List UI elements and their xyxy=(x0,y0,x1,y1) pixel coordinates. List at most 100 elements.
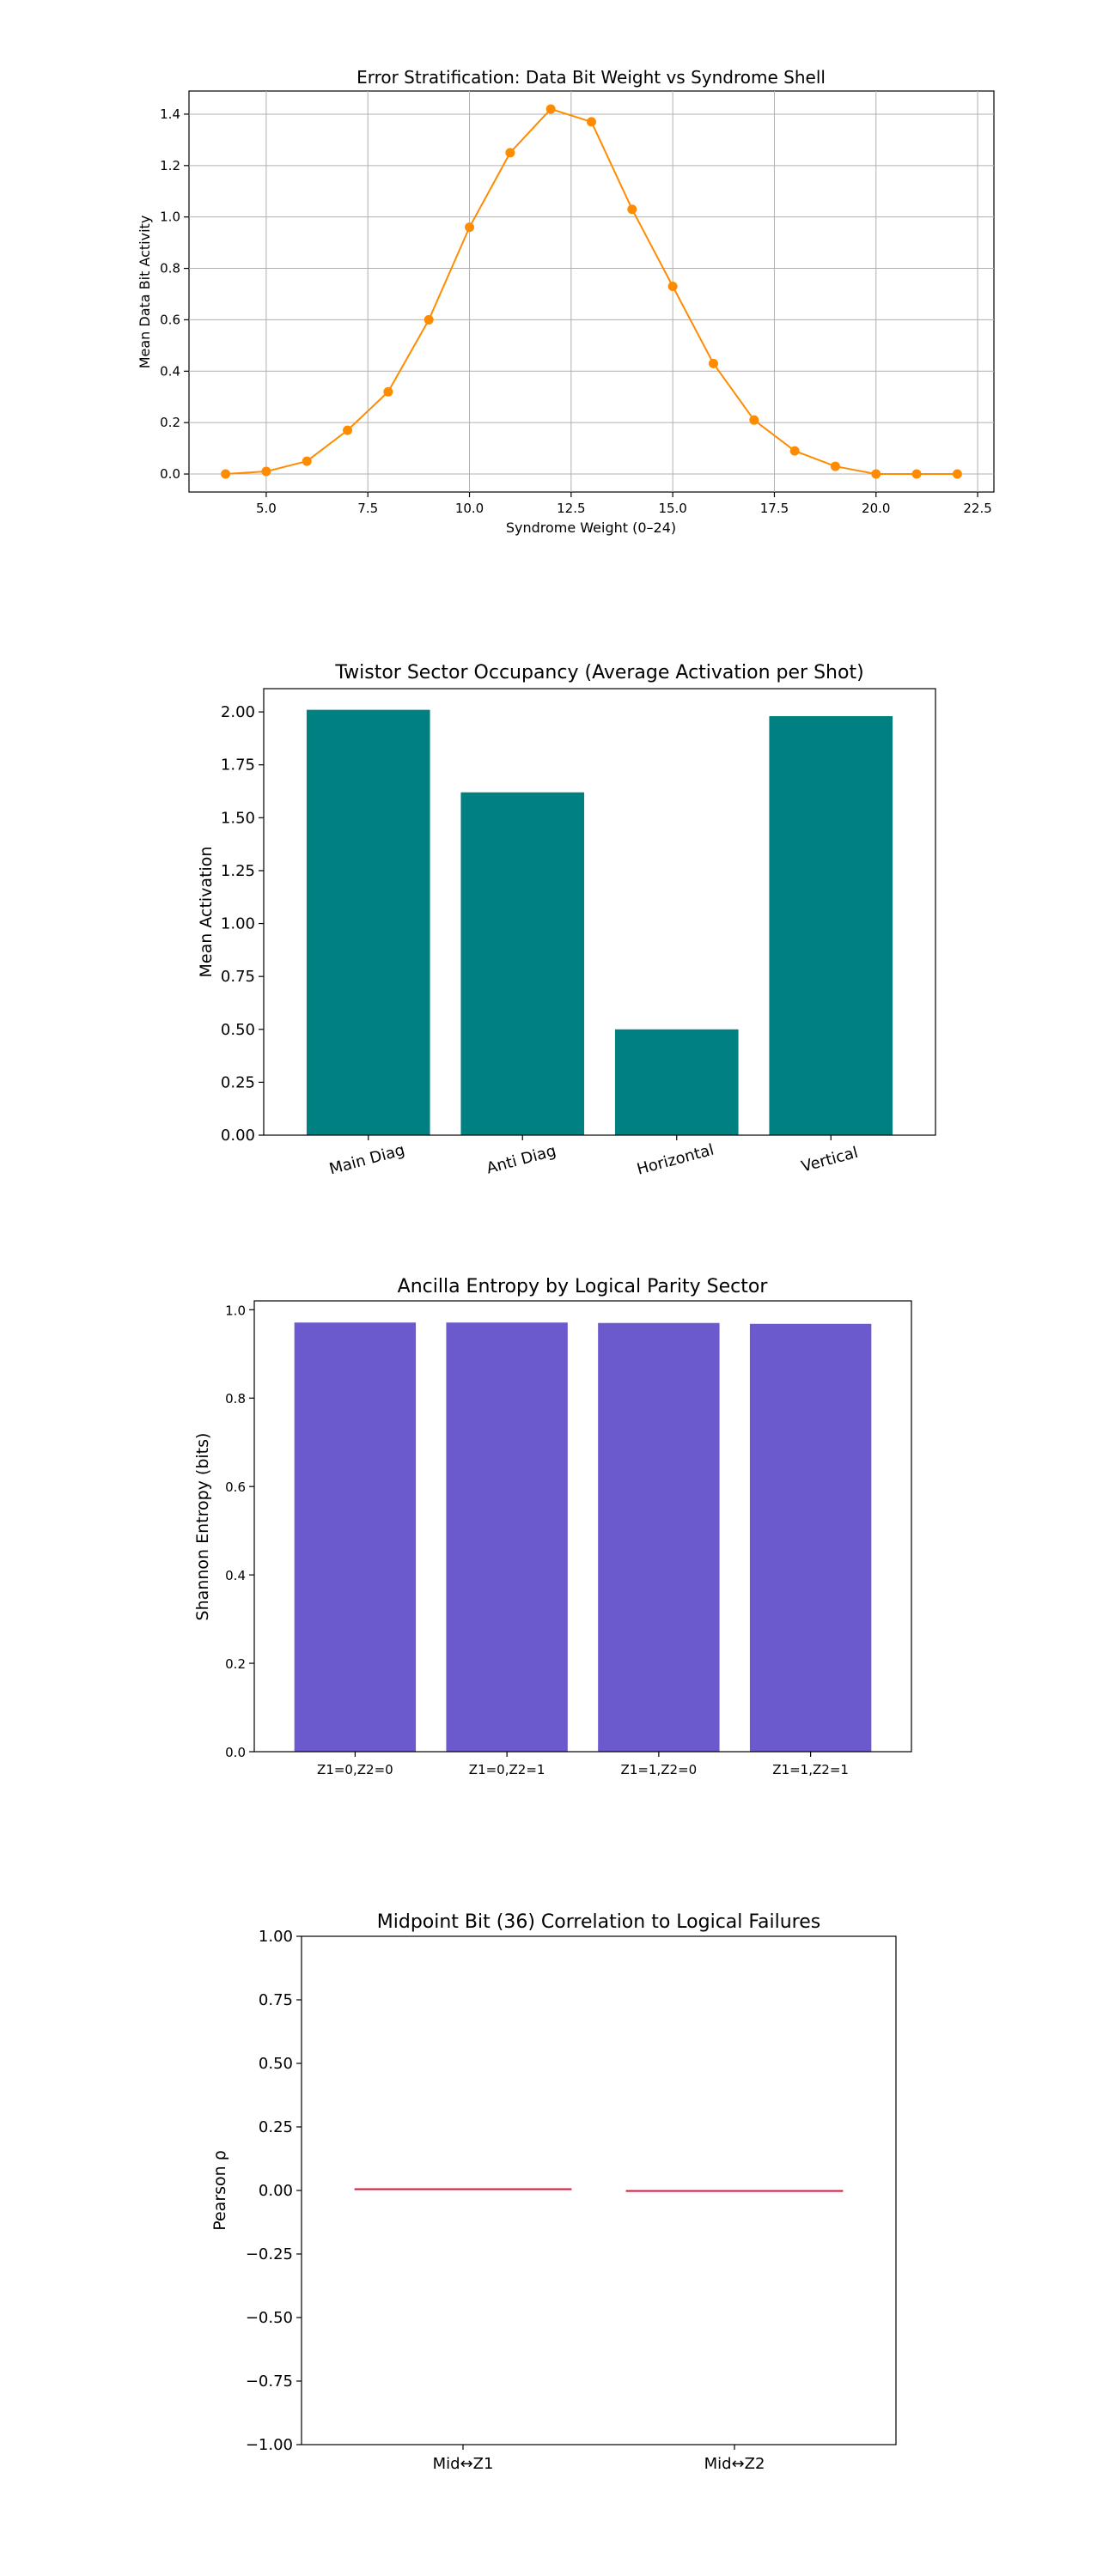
chart-4-y-ticks: −1.00 −0.75 −0.50 −0.25 0.00 0.25 0.50 0.75 1.00 xyxy=(246,1928,302,2454)
chart-1-data-point xyxy=(261,466,271,477)
chart-1-data-point xyxy=(830,461,840,471)
chart-2-y-tick-label: 1.25 xyxy=(221,862,255,880)
chart-1-x-label: Syndrome Weight (0–24) xyxy=(506,519,676,536)
chart-2-x-ticks: Main Diag Anti Diag Horizontal Vertical xyxy=(327,1135,860,1179)
chart-2-bar-4 xyxy=(769,716,893,1135)
chart-3-y-tick-label: 0.2 xyxy=(225,1656,246,1672)
chart-1-x-tick-label: 20.0 xyxy=(862,501,890,516)
chart-1-data-point xyxy=(587,117,596,127)
chart-2-y-ticks: 0.00 0.25 0.50 0.75 1.00 1.25 1.50 1.75 2.00 xyxy=(221,703,264,1145)
chart-1-data-point xyxy=(505,148,515,158)
chart-1-y-tick-label: 0.2 xyxy=(160,415,180,430)
chart-3-y-tick-label: 0.8 xyxy=(225,1391,246,1406)
chart-2-y-tick-label: 0.25 xyxy=(221,1073,255,1091)
chart-2-x-tick-label: Main Diag xyxy=(327,1141,406,1179)
chart-4-y-tick-label: −0.25 xyxy=(246,2245,293,2263)
chart-1-data-point xyxy=(911,469,922,479)
chart-1-data-point xyxy=(952,469,962,479)
chart-3-bar-3 xyxy=(598,1322,720,1752)
chart-4-y-tick-label: 0.00 xyxy=(259,2182,293,2200)
chart-1-y-tick-label: 1.2 xyxy=(160,158,180,173)
chart-3-x-tick-label: Z1=0,Z2=0 xyxy=(317,1762,393,1777)
chart-3-bar-4 xyxy=(749,1323,872,1752)
chart-1-x-tick-label: 17.5 xyxy=(760,501,789,516)
chart-2-frame xyxy=(263,688,936,1136)
chart-3-bar: Z1=0,Z2=0 Z1=0,Z2=1 Z1=1,Z2=0 Z1=1,Z2=1 0.0… xyxy=(193,1276,912,1777)
chart-2-x-tick-label: Horizontal xyxy=(635,1141,716,1179)
chart-1-frame xyxy=(188,90,995,493)
chart-2-x-tick-label: Vertical xyxy=(800,1144,861,1176)
chart-1-x-tick-label: 15.0 xyxy=(658,501,686,516)
chart-1-data-point xyxy=(545,104,556,114)
chart-4-y-tick-label: 0.50 xyxy=(259,2055,293,2073)
chart-1-y-tick-label: 0.4 xyxy=(160,363,180,379)
chart-2-bar-2 xyxy=(460,792,585,1135)
chart-1-y-tick-label: 1.4 xyxy=(160,106,180,122)
chart-3-y-tick-label: 0.4 xyxy=(225,1568,246,1583)
chart-1-x-ticks: 5.0 7.5 10.0 12.5 15.0 17.5 20.0 22.5 xyxy=(256,492,992,516)
chart-2-y-label: Mean Activation xyxy=(197,847,216,978)
chart-1-data-point xyxy=(383,386,393,397)
chart-2-bar: Main Diag Anti Diag Horizontal Vertical 0.0… xyxy=(197,662,936,1179)
chart-3-y-label: Shannon Entropy (bits) xyxy=(193,1433,212,1621)
chart-4-y-tick-label: −1.00 xyxy=(246,2436,293,2454)
chart-1-y-tick-label: 1.0 xyxy=(160,210,180,225)
chart-1-title: Error Stratification: Data Bit Weight vs… xyxy=(356,67,826,88)
chart-4-x-tick-label: Mid↔Z1 xyxy=(433,2455,494,2473)
chart-1-data-point xyxy=(343,425,353,435)
chart-4-y-label: Pearson ρ xyxy=(210,2150,229,2231)
chart-4-bar: Mid↔Z1 Mid↔Z2 −1.00 −0.75 −0.50 −0.25 0.00 0.2… xyxy=(210,1911,897,2473)
chart-1-y-tick-label: 0.0 xyxy=(160,466,180,482)
chart-1-data-point xyxy=(424,314,434,325)
chart-2-x-tick-label: Anti Diag xyxy=(484,1142,558,1178)
chart-1-data-point xyxy=(871,469,881,479)
chart-3-x-tick-label: Z1=1,Z2=1 xyxy=(772,1762,849,1777)
chart-1-data-point xyxy=(627,204,637,215)
chart-2-y-tick-label: 1.75 xyxy=(221,756,255,775)
chart-1-data-point xyxy=(789,446,800,456)
chart-2-y-tick-label: 1.50 xyxy=(221,809,255,827)
chart-4-y-tick-label: 0.75 xyxy=(259,1991,293,2009)
chart-1-grid xyxy=(189,91,994,492)
chart-4-y-tick-label: −0.50 xyxy=(246,2309,293,2327)
chart-4-bar-2 xyxy=(625,2190,844,2192)
chart-3-x-tick-label: Z1=0,Z2=1 xyxy=(469,1762,545,1777)
chart-1-points xyxy=(221,104,962,479)
chart-1-x-tick-label: 5.0 xyxy=(256,501,277,516)
chart-4-x-ticks: Mid↔Z1 Mid↔Z2 xyxy=(433,2445,765,2473)
chart-1-x-tick-label: 22.5 xyxy=(963,501,991,516)
chart-4-bar-1 xyxy=(354,2188,572,2190)
chart-3-bar-1 xyxy=(294,1322,417,1752)
chart-3-y-tick-label: 0.6 xyxy=(225,1479,246,1495)
chart-2-y-tick-label: 0.75 xyxy=(221,968,255,986)
chart-3-bars xyxy=(294,1322,872,1752)
chart-3-frame xyxy=(253,1300,912,1753)
chart-1-y-label: Mean Data Bit Activity xyxy=(137,216,153,369)
chart-4-x-tick-label: Mid↔Z2 xyxy=(704,2455,765,2473)
chart-1-y-tick-label: 0.6 xyxy=(160,312,180,327)
chart-2-y-tick-label: 1.00 xyxy=(221,915,255,933)
chart-1-data-point xyxy=(302,456,312,466)
chart-2-y-tick-label: 2.00 xyxy=(221,703,255,721)
chart-1-x-tick-label: 7.5 xyxy=(357,501,378,516)
chart-3-bar-2 xyxy=(446,1322,568,1752)
chart-1-data-point xyxy=(667,282,678,292)
chart-4-y-tick-label: 0.25 xyxy=(259,2118,293,2136)
chart-2-bar-3 xyxy=(614,1029,739,1135)
chart-1-data-point xyxy=(465,222,475,233)
chart-3-y-tick-label: 1.0 xyxy=(225,1303,246,1318)
chart-1-y-ticks: 0.0 0.2 0.4 0.6 0.8 1.0 1.2 1.4 xyxy=(160,106,189,482)
chart-1-series-line xyxy=(225,107,958,476)
chart-2-bars xyxy=(306,709,893,1135)
chart-3-x-ticks: Z1=0,Z2=0 Z1=0,Z2=1 Z1=1,Z2=0 Z1=1,Z2=1 xyxy=(317,1752,849,1777)
chart-4-y-tick-label: −0.75 xyxy=(246,2372,293,2391)
chart-2-y-tick-label: 0.50 xyxy=(221,1021,255,1039)
chart-2-title: Twistor Sector Occupancy (Average Activa… xyxy=(334,662,863,683)
chart-1-y-tick-label: 0.8 xyxy=(160,261,180,276)
chart-3-y-tick-label: 0.0 xyxy=(225,1745,246,1760)
chart-1-data-point xyxy=(708,358,718,368)
chart-3-y-ticks: 0.0 0.2 0.4 0.6 0.8 1.0 xyxy=(225,1303,254,1760)
chart-1-line: 5.0 7.5 10.0 12.5 15.0 17.5 20.0 22.5 0.0 0.2 0.4… xyxy=(137,67,995,536)
chart-4-title: Midpoint Bit (36) Correlation to Logical… xyxy=(377,1911,820,1933)
